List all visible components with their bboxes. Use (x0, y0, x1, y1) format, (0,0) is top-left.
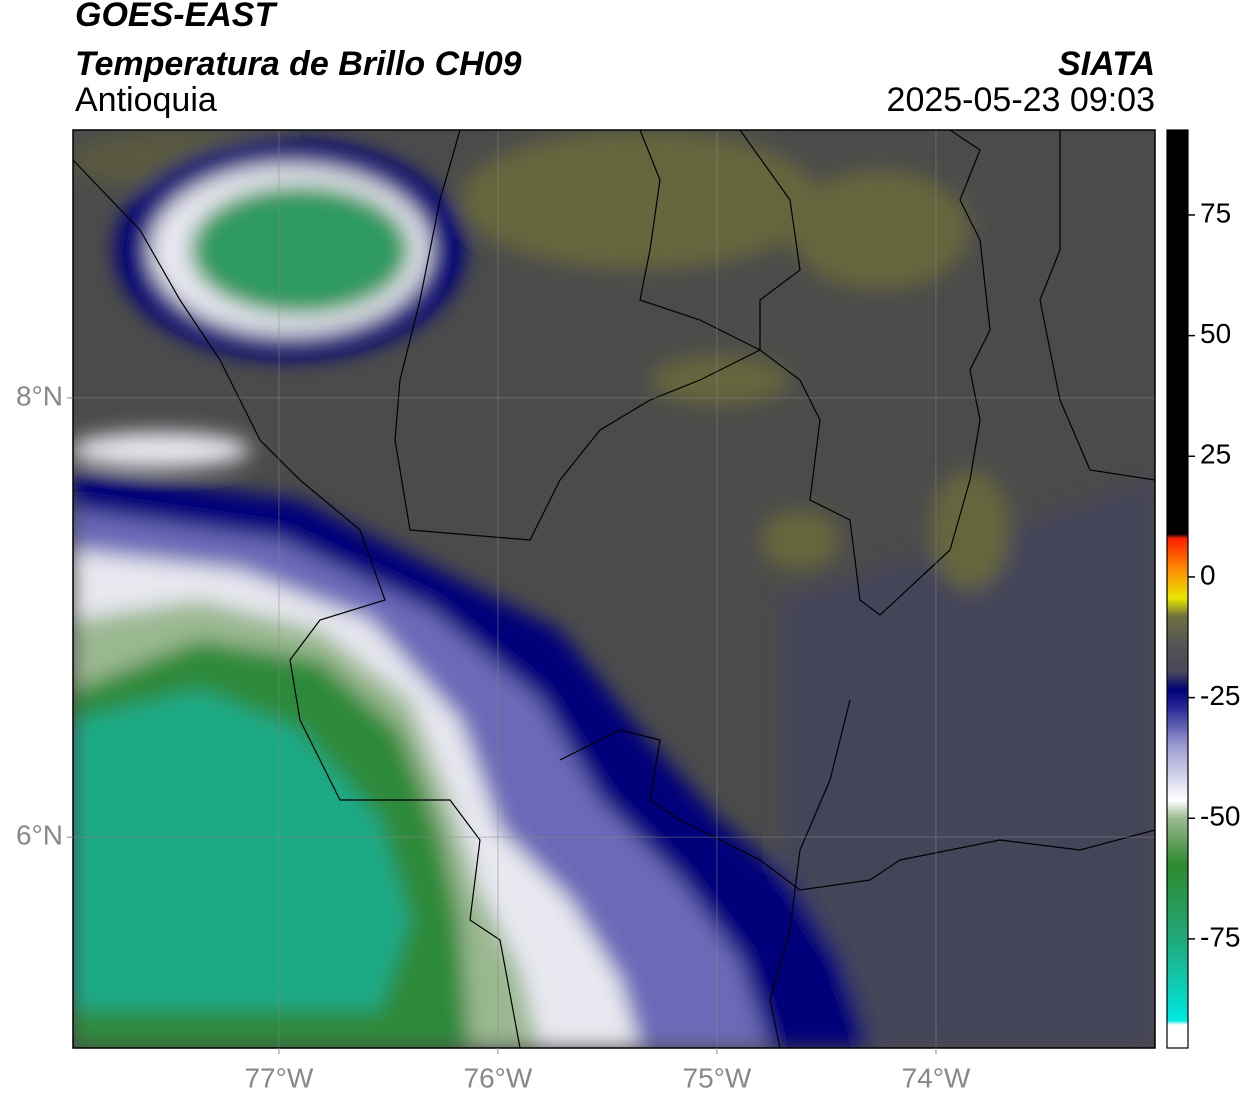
colorbar-label: 75 (1200, 197, 1231, 228)
x-tick-label: 75°W (683, 1062, 752, 1093)
y-tick-label: 6°N (16, 820, 63, 851)
x-tick-label: 77°W (244, 1062, 313, 1093)
subtitle: Temperatura de Brillo CH09 (75, 45, 522, 83)
source: SIATA (1058, 45, 1155, 83)
colorbar-label: -25 (1200, 680, 1240, 711)
region: Antioquia (75, 81, 217, 119)
title: GOES-EAST (75, 0, 278, 34)
colorbar-label: -75 (1200, 921, 1240, 952)
graticule (73, 130, 1155, 1048)
imagery (73, 130, 1155, 1048)
map-frame (72, 129, 1156, 1049)
datetime: 2025-05-23 09:03 (887, 81, 1155, 119)
colorbar-label: 50 (1200, 318, 1231, 349)
x-tick-label: 74°W (902, 1062, 971, 1093)
colorbar (1166, 129, 1189, 1049)
y-tick-label: 8°N (16, 380, 63, 411)
colorbar-label: 0 (1200, 559, 1216, 590)
borders (73, 130, 1155, 1048)
x-tick-label: 76°W (464, 1062, 533, 1093)
colorbar-label: 25 (1200, 439, 1231, 470)
colorbar-label: -50 (1200, 801, 1240, 832)
